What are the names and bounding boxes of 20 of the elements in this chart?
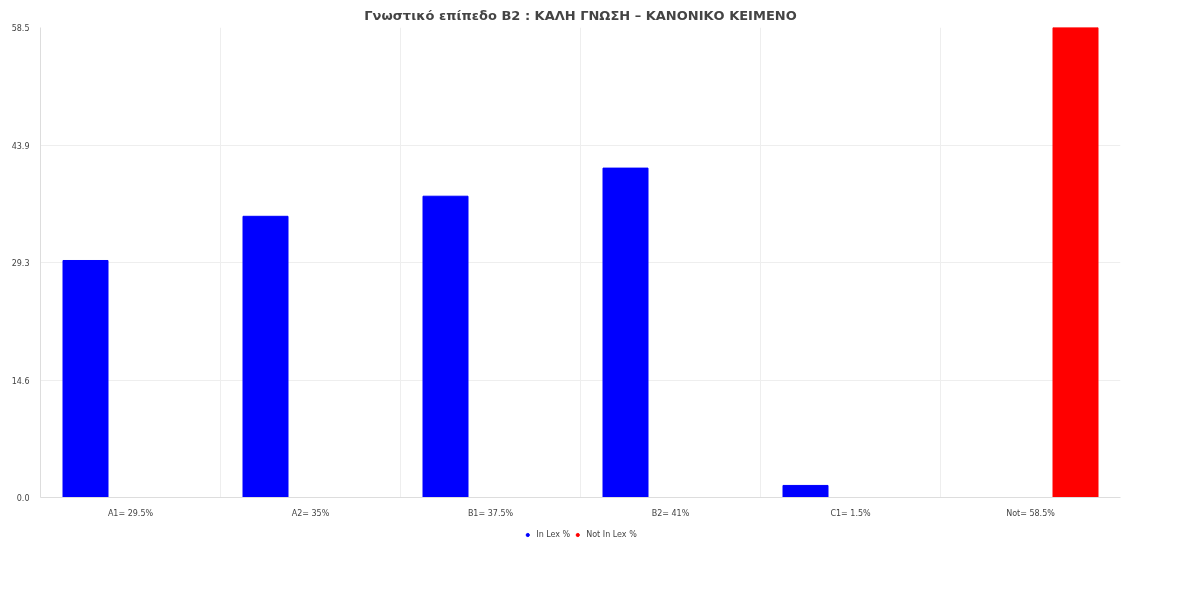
y-tick-label: 0.0 bbox=[16, 494, 30, 503]
bar bbox=[242, 215, 289, 498]
y-tick-label: 29.3 bbox=[11, 259, 30, 268]
bar bbox=[62, 259, 109, 498]
y-tick-label: 43.9 bbox=[11, 141, 30, 151]
x-tick-label: A1= 29.5% bbox=[107, 508, 154, 518]
x-tick-label: B2= 41% bbox=[651, 508, 690, 518]
x-tick-label: Not= 58.5% bbox=[1006, 508, 1056, 518]
bar bbox=[782, 484, 829, 498]
y-tick-label: 58.5 bbox=[11, 24, 30, 33]
legend-label: Not In Lex % bbox=[586, 529, 637, 539]
y-tick-label: 14.6 bbox=[11, 376, 30, 386]
x-tick-label: C1= 1.5% bbox=[830, 508, 872, 518]
bar bbox=[1052, 27, 1099, 498]
x-tick-label: A2= 35% bbox=[291, 508, 330, 518]
bar bbox=[422, 195, 469, 498]
legend-label: In Lex % bbox=[536, 529, 571, 539]
chart-title: Γνωστικό επίπεδο Β2 : ΚΑΛΗ ΓΝΩΣΗ – ΚΑΝΟΝΙΚΟ ΚΕΙΜΕΝΟ bbox=[364, 7, 797, 23]
bar bbox=[602, 167, 649, 498]
x-tick-label: B1= 37.5% bbox=[467, 508, 514, 518]
